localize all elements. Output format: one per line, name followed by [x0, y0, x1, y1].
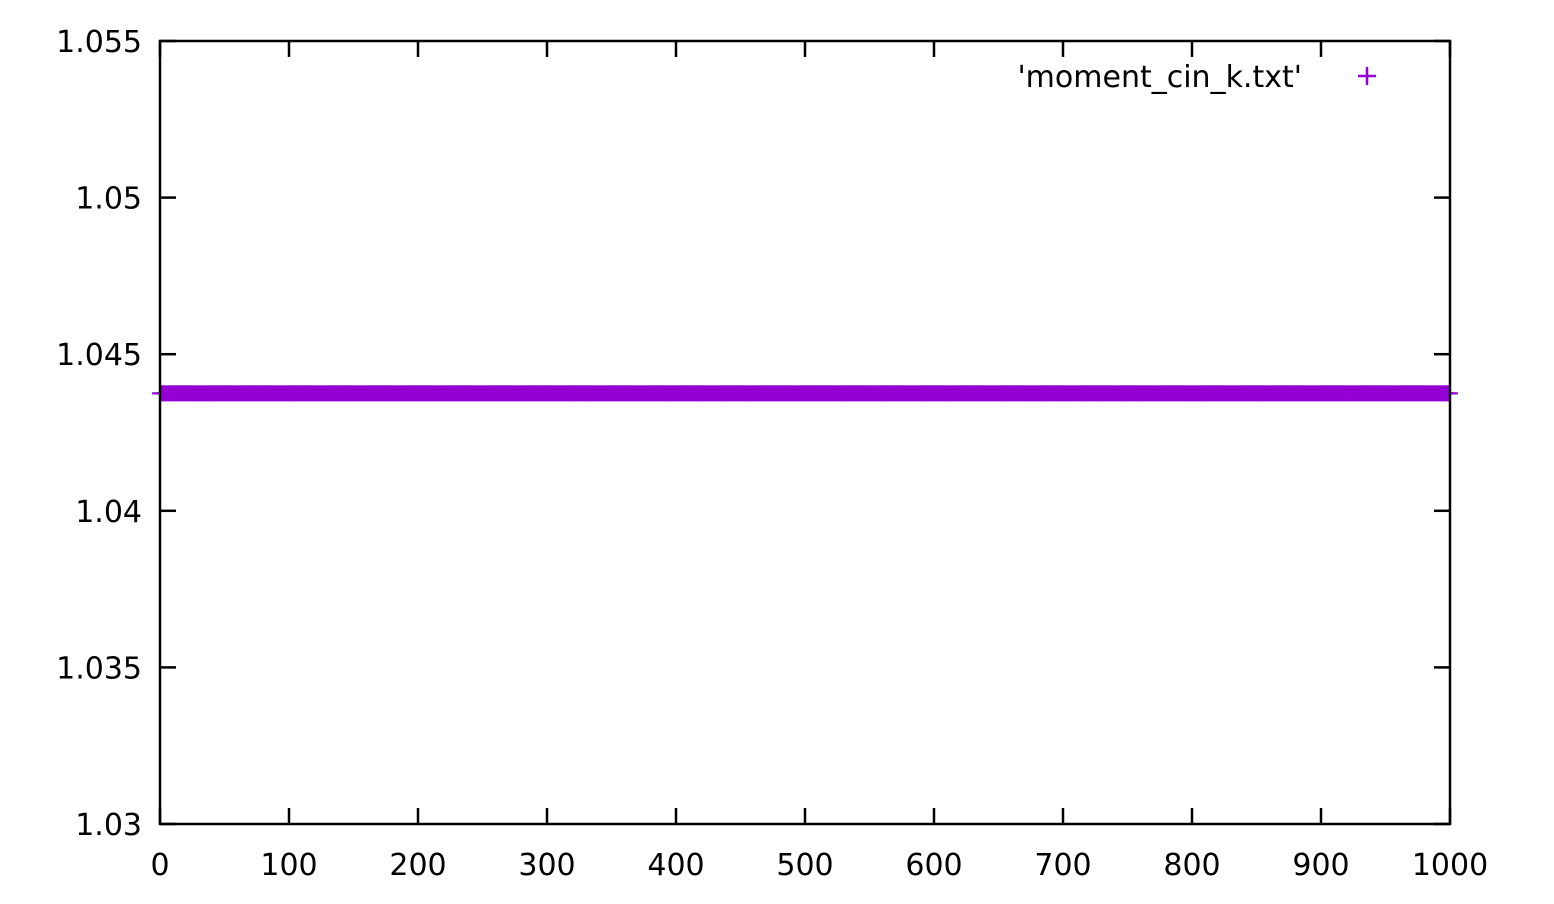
y-tick-label: 1.035 [56, 651, 142, 686]
x-tick-label: 800 [1163, 848, 1220, 883]
legend: 'moment_cin_k.txt' [1017, 60, 1376, 95]
data-points-layer [152, 385, 1458, 402]
legend-marker-plus-icon [1358, 67, 1376, 85]
plot-border [158, 39, 1452, 826]
legend-label: 'moment_cin_k.txt' [1017, 60, 1302, 95]
y-tick-label: 1.03 [75, 808, 142, 843]
x-tick-label: 200 [389, 848, 446, 883]
x-tick-label: 500 [776, 848, 833, 883]
x-tick-label: 0 [150, 848, 169, 883]
x-tick-label: 400 [647, 848, 704, 883]
x-tick-label: 1000 [1412, 848, 1488, 883]
y-tick-labels: 1.03 1.035 1.04 1.045 1.05 1.055 [56, 25, 142, 843]
y-tick-label: 1.045 [56, 338, 142, 373]
x-tick-label: 600 [905, 848, 962, 883]
tick-marks-layer [158, 39, 1452, 826]
x-tick-label: 100 [260, 848, 317, 883]
y-tick-label: 1.05 [75, 182, 142, 217]
x-tick-label: 900 [1292, 848, 1349, 883]
y-tick-label: 1.04 [75, 495, 142, 530]
x-tick-labels: 0 100 200 300 400 500 600 700 800 900 1000 [150, 848, 1488, 883]
x-tick-label: 700 [1034, 848, 1091, 883]
y-tick-label: 1.055 [56, 25, 142, 60]
x-tick-label: 300 [518, 848, 575, 883]
